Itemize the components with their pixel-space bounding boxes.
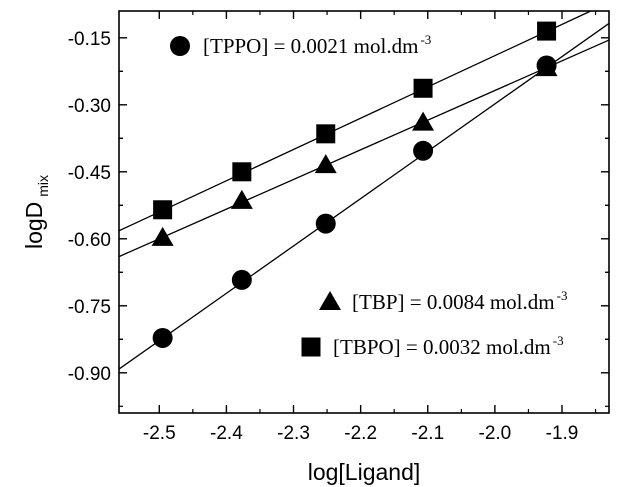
legend-label: [TPPO] = 0.0021 mol.dm -3 — [203, 32, 431, 58]
y-tick-label: -0.90 — [68, 364, 111, 385]
x-tick-label: -2.5 — [143, 423, 176, 444]
legend-label-text: [TPPO] = 0.0021 mol.dm — [203, 34, 418, 58]
x-axis-title: log[Ligand] — [308, 459, 421, 485]
y-tick-label: -0.30 — [68, 96, 111, 117]
y-tick-label: -0.60 — [68, 230, 111, 251]
legend-label-superscript: -3 — [557, 288, 568, 303]
legend-label-text: [TBPO] = 0.0032 mol.dm — [333, 335, 551, 359]
legend-marker-square — [301, 337, 321, 357]
data-point-square — [537, 21, 557, 41]
data-point-square — [153, 200, 173, 220]
y-axis-title-group: logD mix — [21, 175, 51, 249]
x-tick-label: -1.9 — [546, 423, 579, 444]
legend-label-superscript: -3 — [420, 32, 431, 47]
fit-line-square — [118, 10, 592, 232]
data-point-circle — [413, 140, 434, 161]
y-tick-label: -0.75 — [68, 297, 111, 318]
data-point-circle — [315, 213, 336, 234]
data-markers — [151, 21, 558, 348]
plot-area-frame — [118, 10, 610, 414]
legend-marker-triangle — [319, 291, 341, 310]
fit-lines — [118, 10, 610, 370]
data-point-circle — [152, 327, 173, 348]
x-tick-label: -2.1 — [411, 423, 444, 444]
fit-line-circle — [118, 22, 610, 370]
data-point-triangle — [151, 226, 174, 246]
legend-label: [TBPO] = 0.0032 mol.dm -3 — [333, 333, 564, 359]
data-point-triangle — [535, 57, 558, 77]
y-axis-title-subscript: mix — [35, 175, 51, 197]
data-point-square — [232, 162, 252, 182]
x-tick-label: -2.0 — [479, 423, 512, 444]
legend: [TPPO] = 0.0021 mol.dm -3[TBP] = 0.0084 m… — [170, 32, 567, 359]
x-tick-label: -2.2 — [344, 423, 377, 444]
y-axis-title: logD — [21, 202, 47, 249]
data-point-triangle — [412, 111, 435, 131]
legend-marker-circle — [170, 36, 190, 56]
legend-label: [TBP] = 0.0084 mol.dm -3 — [352, 288, 567, 314]
data-point-circle — [231, 269, 252, 290]
data-point-square — [413, 78, 433, 98]
x-tick-label: -2.4 — [210, 423, 243, 444]
legend-label-superscript: -3 — [553, 333, 564, 348]
legend-label-text: [TBP] = 0.0084 mol.dm — [352, 290, 555, 314]
y-tick-label: -0.45 — [68, 163, 111, 184]
data-point-square — [316, 124, 336, 144]
svg-text:logDmix: logD mix — [21, 175, 51, 249]
y-tick-label: -0.15 — [68, 29, 111, 50]
fit-line-triangle — [118, 39, 610, 258]
axis-ticks: -2.5 -2.4 -2.3 -2.2 -2.1 -2.0 -1.9 -0.15 -0.30 -0… — [68, 11, 609, 444]
data-point-triangle — [314, 154, 337, 174]
data-point-triangle — [230, 189, 253, 209]
x-tick-label: -2.3 — [277, 423, 310, 444]
